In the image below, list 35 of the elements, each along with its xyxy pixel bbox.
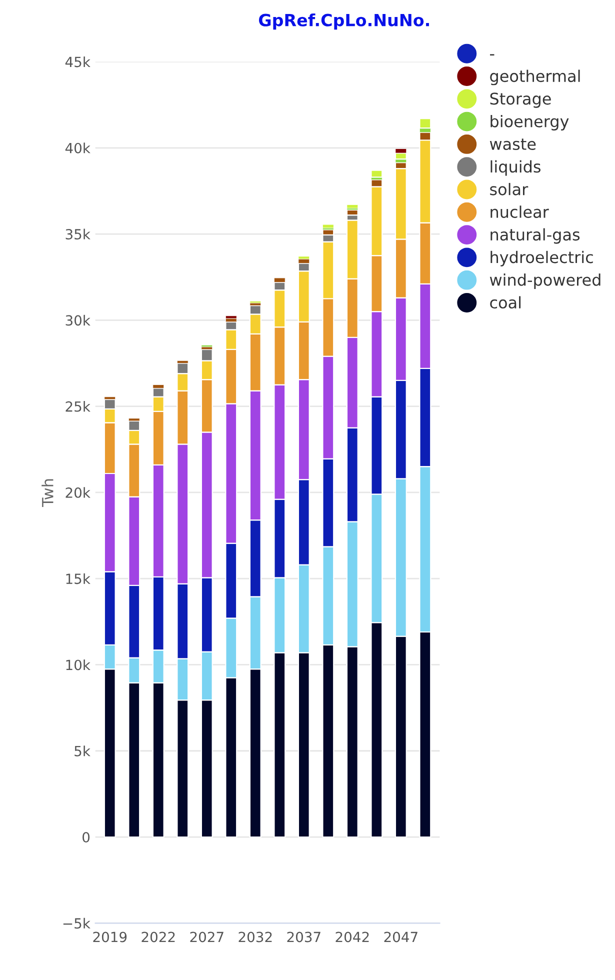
legend-label: wind-powered <box>490 274 600 289</box>
y-tick-label: 10k <box>66 659 90 670</box>
bar <box>225 316 237 319</box>
y-tick-label: 40k <box>65 142 90 154</box>
y-axis-title: Twh <box>42 479 54 507</box>
bar <box>419 118 432 129</box>
y-tick-label: 15k <box>66 573 90 584</box>
y-tick-label: 30k <box>66 314 90 326</box>
legend-label: coal <box>490 296 521 309</box>
legend-label: waste <box>490 138 536 150</box>
x-tick-label: 2019 <box>93 932 127 942</box>
legend-label: nuclear <box>490 206 549 218</box>
x-tick-label: 2042 <box>336 932 369 942</box>
x-tick-label: 2027 <box>190 932 224 942</box>
x-tick-label: 2032 <box>238 932 272 942</box>
legend-label: Storage <box>490 92 551 108</box>
legend-label: geothermal <box>490 70 580 86</box>
legend-label: solar <box>490 182 528 196</box>
bar <box>298 256 310 260</box>
y-tick-label: 45k <box>65 56 90 68</box>
legend-label: - <box>490 54 494 56</box>
legend-label: hydroelectric <box>490 250 593 266</box>
x-tick-label: 2022 <box>142 932 175 942</box>
y-tick-label: 20k <box>66 487 90 498</box>
y-tick-label: 25k <box>66 401 90 412</box>
y-tick-label: 35k <box>66 228 90 240</box>
legend-label: bioenergy <box>490 115 569 130</box>
legend-label: liquids <box>490 160 540 176</box>
x-tick-label: 2037 <box>287 932 320 942</box>
y-tick-label: −5k <box>63 918 90 929</box>
y-tick-label: 5k <box>74 746 90 756</box>
x-tick-label: 2047 <box>384 932 418 942</box>
legend-label: natural-gas <box>490 228 580 244</box>
y-tick-label: 0 <box>82 832 90 842</box>
chart-title: GpRef.CpLo.NuNo. <box>258 13 429 30</box>
